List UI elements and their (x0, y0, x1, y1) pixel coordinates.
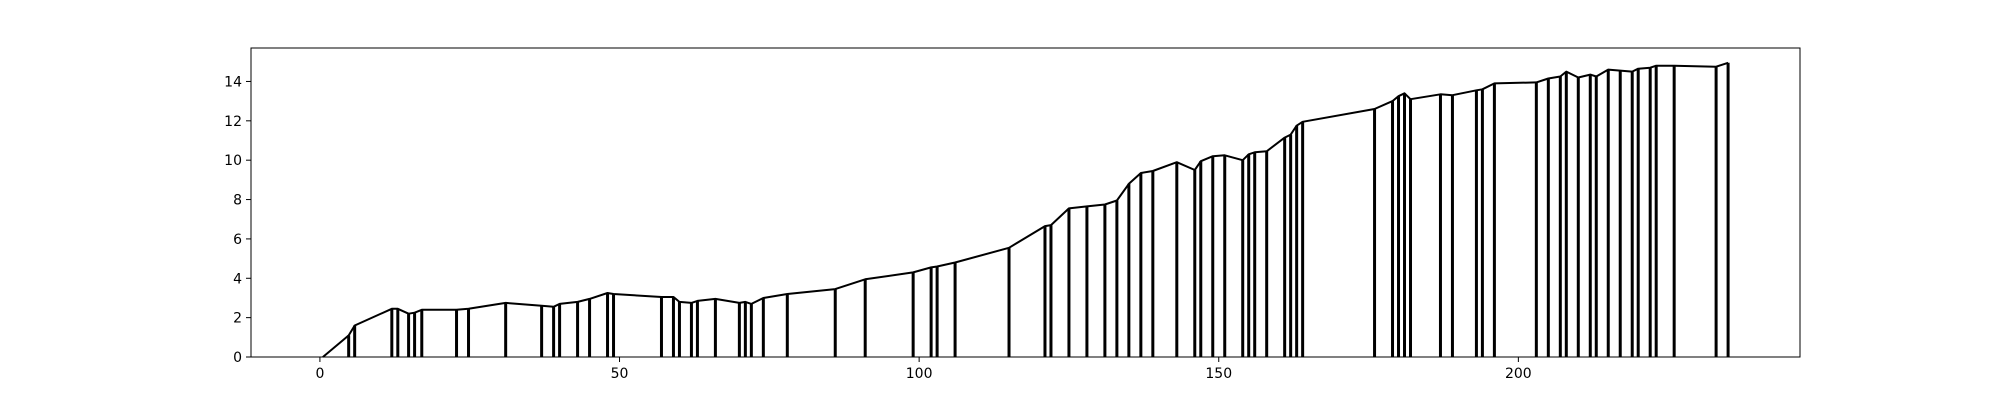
y-tick-label: 6 (233, 232, 242, 248)
x-tick-label: 200 (1505, 366, 1532, 382)
drop-lines (347, 62, 1730, 357)
y-tick-label: 10 (224, 153, 242, 169)
plot-frame (250, 47, 1801, 358)
y-tick-label: 8 (233, 193, 242, 209)
x-tick-label: 150 (1205, 366, 1232, 382)
y-axis: 0 2 4 6 8 10 12 14 (224, 74, 251, 366)
y-tick-label: 12 (224, 114, 242, 130)
x-tick-label: 100 (906, 366, 933, 382)
y-tick-label: 4 (233, 271, 242, 287)
series-line (322, 61, 1729, 358)
x-tick-label: 0 (315, 366, 324, 382)
x-axis: 0 50 100 150 200 (315, 357, 1532, 382)
y-tick-label: 2 (233, 311, 242, 327)
y-tick-label: 14 (224, 74, 242, 90)
y-tick-label: 0 (233, 350, 242, 366)
x-tick-label: 50 (611, 366, 629, 382)
